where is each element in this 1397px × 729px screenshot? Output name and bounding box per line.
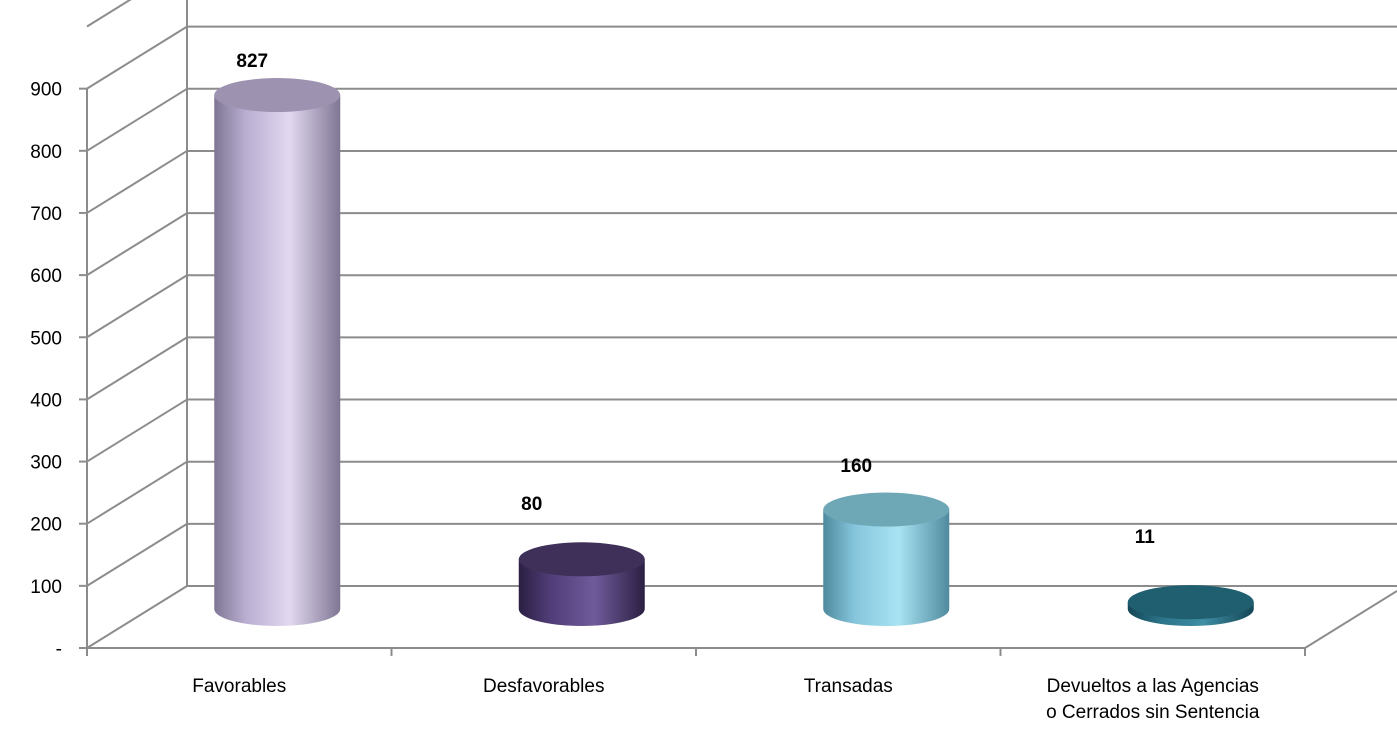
bars: [214, 78, 1254, 626]
y-tick-label: 600: [30, 266, 62, 287]
bar-body: [214, 95, 341, 626]
floor-right-edge: [1304, 590, 1397, 649]
bar-top: [1127, 585, 1254, 620]
data-label: 11: [1135, 527, 1156, 548]
x-category-label: Desfavorables: [483, 676, 604, 697]
y-tick-label: -: [56, 639, 62, 660]
gridline-side: [86, 150, 188, 214]
bar-1: [518, 542, 645, 626]
y-tick-label: 500: [30, 328, 62, 349]
bar-body: [518, 559, 645, 626]
y-tick-label: 700: [30, 204, 62, 225]
data-labels: 827 80 160 11: [236, 51, 1155, 548]
gridline-side: [86, 398, 188, 463]
y-tick-label: 800: [30, 142, 62, 163]
x-category-label: Favorables: [192, 676, 286, 697]
y-tick-label: 200: [30, 515, 62, 536]
bar-top: [518, 542, 645, 577]
gridline-side: [86, 212, 188, 276]
x-axis-categories: Favorables Desfavorables Transadas Devuelto…: [192, 676, 1260, 723]
y-tick-label: 900: [30, 80, 62, 101]
x-category-label: Devueltos a las Agencias o Cerrados sin S…: [1046, 676, 1260, 723]
data-label: 827: [236, 51, 268, 72]
gridline-side: [86, 87, 188, 152]
gridline-side: [86, 274, 188, 339]
gridline-side: [86, 460, 188, 525]
data-label: 80: [521, 494, 542, 515]
gridline-side: [86, 336, 188, 401]
gridline-side: [86, 0, 132, 28]
grid-lines: [86, 0, 1397, 649]
gridline-side: [86, 585, 188, 649]
bar-top: [214, 78, 341, 113]
bar-body: [823, 509, 950, 626]
bar-top: [823, 492, 950, 527]
axes: [86, 88, 1397, 656]
x-category-label: Transadas: [804, 676, 893, 697]
bar-3: [1127, 585, 1254, 626]
data-label: 160: [840, 456, 872, 477]
y-tick-label: 100: [30, 577, 62, 598]
bar-0: [214, 78, 341, 626]
bar-2: [823, 492, 950, 626]
gridline-side: [86, 523, 188, 587]
y-axis-ticks: - 100 200 300 400 500 600 700 800 900: [30, 80, 87, 660]
y-tick-label: 400: [30, 390, 62, 411]
gridline-side: [86, 25, 188, 90]
y-tick-label: 300: [30, 453, 62, 474]
